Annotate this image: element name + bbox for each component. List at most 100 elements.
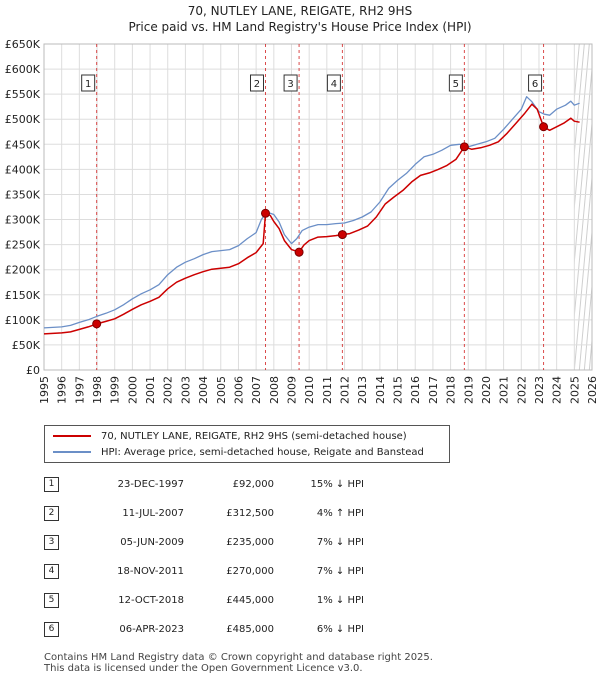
- sale-hpi-diff: 15% ↓ HPI: [310, 479, 364, 490]
- sale-number-badge: 1: [44, 477, 59, 492]
- sale-marker-box: [249, 74, 264, 92]
- forecast-hatch: [594, 44, 600, 370]
- sale-marker-box: [448, 74, 463, 92]
- x-tick-label: 2016: [409, 376, 422, 404]
- y-tick-label: £350K: [5, 188, 41, 201]
- sales-table: 1 23-DEC-1997 £92,000 15% ↓ HPI 2 11-JUL…: [44, 470, 364, 644]
- y-tick-label: £450K: [5, 138, 41, 151]
- sale-point: [337, 230, 347, 240]
- chart-subtitle: Price paid vs. HM Land Registry's House …: [128, 20, 472, 34]
- chart-title: 70, NUTLEY LANE, REIGATE, RH2 9HS: [187, 4, 413, 18]
- sale-price: £235,000: [226, 537, 274, 548]
- x-tick-label: 2012: [339, 376, 352, 404]
- x-tick-label: 1998: [91, 376, 104, 404]
- x-tick-label: 2019: [462, 376, 475, 404]
- sale-marker-label: 6: [532, 79, 538, 90]
- footer-licence: This data is licensed under the Open Gov…: [44, 663, 363, 674]
- sale-marker-box: [326, 74, 341, 92]
- sale-date: 05-JUN-2009: [120, 537, 184, 548]
- forecast-hatch: [574, 44, 585, 159]
- table-row: 5 12-OCT-2018 £445,000 1% ↓ HPI: [44, 586, 364, 615]
- legend-swatch-hpi: [53, 451, 91, 453]
- sale-price: £485,000: [226, 624, 274, 635]
- x-tick-label: 2021: [498, 376, 511, 404]
- x-tick-label: 2020: [480, 376, 493, 404]
- sale-number-badge: 4: [44, 564, 59, 579]
- x-tick-label: 2006: [232, 376, 245, 404]
- sale-number-badge: 6: [44, 622, 59, 637]
- x-tick-label: 2003: [179, 376, 192, 404]
- x-tick-label: 2010: [303, 376, 316, 404]
- y-tick-label: £550K: [5, 88, 41, 101]
- x-tick-label: 2013: [356, 376, 369, 404]
- legend: 70, NUTLEY LANE, REIGATE, RH2 9HS (semi-…: [44, 425, 450, 463]
- legend-label-hpi: HPI: Average price, semi-detached house,…: [101, 446, 424, 458]
- sale-hpi-diff: 6% ↓ HPI: [316, 624, 364, 635]
- sale-date: 23-DEC-1997: [117, 479, 184, 490]
- x-tick-label: 2015: [392, 376, 405, 404]
- x-tick-label: 2004: [197, 376, 210, 404]
- property-series-line: [43, 103, 580, 335]
- x-tick-label: 1995: [38, 376, 51, 404]
- legend-swatch-property: [53, 435, 91, 437]
- x-tick-label: 1997: [73, 376, 86, 404]
- x-tick-label: 2025: [568, 376, 581, 404]
- legend-item-hpi: HPI: Average price, semi-detached house,…: [53, 445, 424, 459]
- plot-border: [43, 43, 593, 371]
- forecast-hatch: [574, 63, 592, 267]
- sale-point: [294, 247, 304, 257]
- x-tick-label: 2017: [427, 376, 440, 404]
- sale-number-badge: 2: [44, 506, 59, 521]
- sale-date: 11-JUL-2007: [122, 508, 184, 519]
- y-tick-label: £100K: [5, 314, 41, 327]
- sale-date: 12-OCT-2018: [118, 595, 184, 606]
- sale-marker-label: 1: [85, 79, 91, 90]
- sale-hpi-diff: 7% ↓ HPI: [316, 537, 364, 548]
- sale-price: £445,000: [226, 595, 274, 606]
- sale-price: £270,000: [226, 566, 274, 577]
- sale-marker-label: 5: [453, 79, 459, 90]
- price-chart: £0 £50K £100K £150K £200K £250K £300K £350K £400…: [5, 38, 600, 404]
- sale-price: £312,500: [226, 508, 274, 519]
- x-tick-label: 1996: [56, 376, 69, 404]
- legend-label-property: 70, NUTLEY LANE, REIGATE, RH2 9HS (semi-…: [101, 430, 407, 442]
- x-tick-label: 2014: [374, 376, 387, 404]
- y-tick-label: £500K: [5, 113, 41, 126]
- y-tick-label: £150K: [5, 289, 41, 302]
- table-row: 3 05-JUN-2009 £235,000 7% ↓ HPI: [44, 528, 364, 557]
- y-tick-label: £650K: [5, 38, 41, 51]
- sale-point: [92, 319, 102, 329]
- x-tick-label: 2001: [144, 376, 157, 404]
- x-tick-label: 2009: [285, 376, 298, 404]
- sale-price: £92,000: [232, 479, 274, 490]
- sale-date: 18-NOV-2011: [117, 566, 184, 577]
- y-tick-label: £400K: [5, 163, 41, 176]
- forecast-hatch: [578, 226, 592, 370]
- sale-marker-box: [528, 74, 543, 92]
- sale-point: [539, 122, 549, 132]
- x-tick-label: 2024: [551, 376, 564, 404]
- x-tick-label: 2008: [268, 376, 281, 404]
- sale-hpi-diff: 4% ↑ HPI: [316, 508, 364, 519]
- sale-marker-box: [283, 74, 298, 92]
- x-tick-label: 2005: [215, 376, 228, 404]
- y-tick-label: £0: [26, 364, 40, 377]
- forecast-hatch: [574, 118, 592, 322]
- sale-number-badge: 5: [44, 593, 59, 608]
- x-tick-label: 2026: [586, 376, 599, 404]
- y-tick-label: £50K: [12, 339, 41, 352]
- x-tick-label: 2023: [533, 376, 546, 404]
- x-tick-label: 2022: [515, 376, 528, 404]
- table-row: 2 11-JUL-2007 £312,500 4% ↑ HPI: [44, 499, 364, 528]
- x-tick-label: 1999: [109, 376, 122, 404]
- x-tick-label: 2002: [162, 376, 175, 404]
- y-tick-label: £600K: [5, 63, 41, 76]
- plot-area: [43, 43, 593, 371]
- sale-point: [459, 142, 469, 152]
- x-tick-label: 2011: [321, 376, 334, 404]
- forecast-hatch: [574, 44, 590, 213]
- sale-marker-label: 4: [331, 79, 337, 90]
- sale-point: [260, 208, 270, 218]
- y-tick-label: £300K: [5, 214, 41, 227]
- sale-hpi-diff: 7% ↓ HPI: [316, 566, 364, 577]
